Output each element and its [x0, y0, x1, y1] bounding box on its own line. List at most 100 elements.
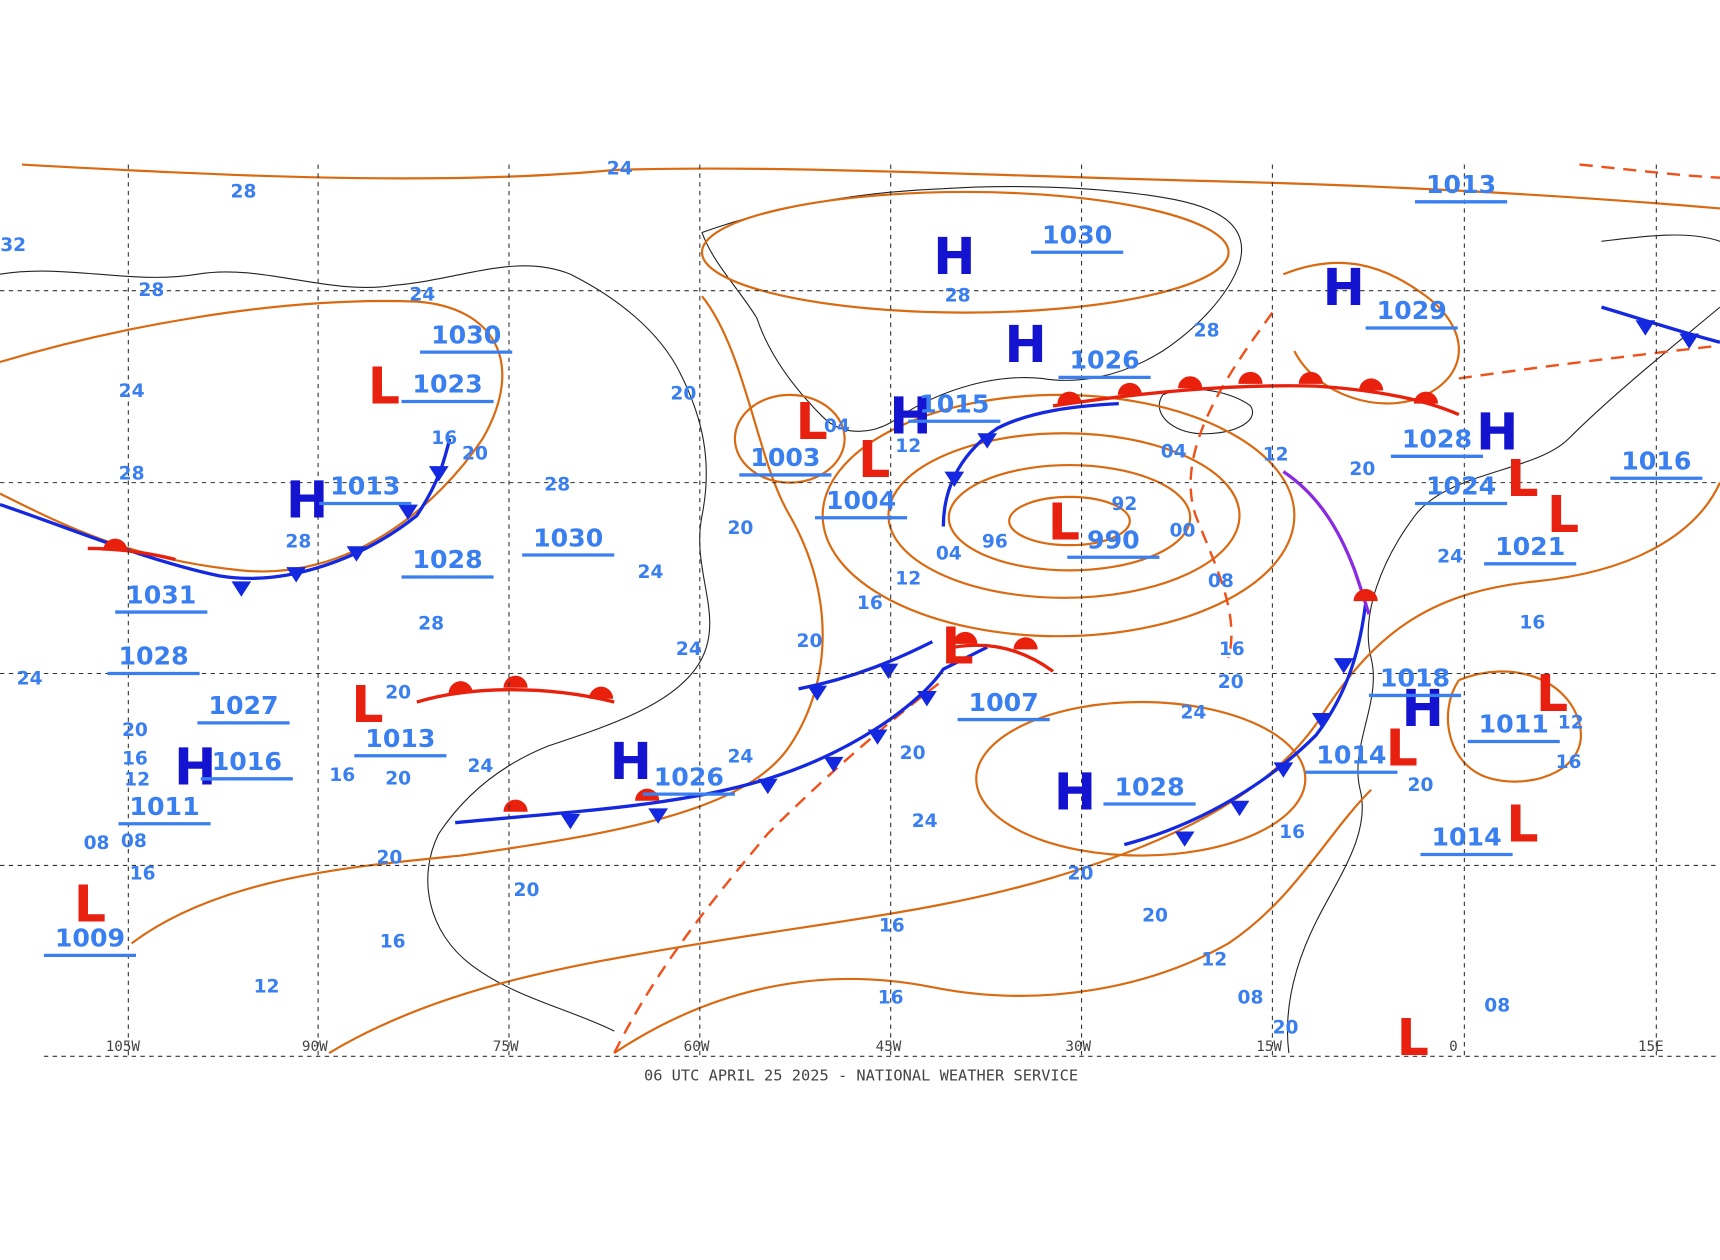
front-pip [286, 567, 307, 583]
isobar-label: 16 [1279, 822, 1305, 843]
high-symbol: H [933, 227, 975, 286]
low-symbol: L [1397, 1008, 1429, 1067]
isobar-label: 24 [676, 639, 702, 660]
isobar [1282, 261, 1460, 405]
isobar-label: 08 [1484, 995, 1510, 1016]
pressure-label: 1028 [1114, 772, 1184, 801]
isobar-label: 28 [119, 463, 145, 484]
front-pip [1229, 800, 1250, 817]
isobar-label: 12 [895, 436, 921, 457]
pressure-label: 1026 [1069, 346, 1139, 375]
longitude-label: 0 [1449, 1039, 1458, 1055]
front-pip [560, 813, 581, 830]
isobar-label: 16 [878, 988, 904, 1009]
isobar-label: 20 [797, 631, 823, 652]
isobar-label: 20 [1218, 672, 1244, 693]
isobar-label: 16 [857, 593, 883, 614]
longitude-label: 90W [302, 1039, 328, 1055]
isobar-label: 20 [385, 683, 411, 704]
front-pip [1057, 391, 1082, 404]
isobar [130, 295, 824, 945]
coastlines [0, 186, 1720, 1054]
isobar-label: 12 [254, 977, 280, 998]
isobar [328, 482, 1720, 1054]
cold-front [455, 645, 988, 825]
front-pip [757, 778, 778, 795]
front-pip [807, 685, 828, 701]
low-symbol: L [351, 675, 383, 734]
isobar-label: 16 [380, 932, 406, 953]
front-pip [1359, 378, 1384, 391]
pressure-label: 1028 [412, 545, 482, 574]
isobar-label: 28 [544, 474, 570, 495]
low-symbol: L [942, 617, 974, 676]
isobar-label: 96 [982, 531, 1008, 552]
cold-front [1601, 305, 1720, 344]
low-symbol: L [1536, 664, 1568, 723]
pressure-label: 1018 [1380, 664, 1450, 693]
low-symbol: L [796, 392, 828, 451]
cold-front [941, 402, 1119, 527]
isobar-label: 00 [1169, 520, 1195, 541]
isobar-label: 24 [1180, 702, 1206, 723]
isobar-label: 16 [122, 749, 148, 770]
isobar-label: 24 [17, 668, 43, 689]
warm-front [416, 688, 615, 704]
isobar-label: 28 [231, 181, 257, 202]
isobar-label: 12 [124, 769, 150, 790]
isobars [0, 163, 1720, 1054]
front-pip [1298, 371, 1323, 384]
front-pip [944, 471, 965, 488]
longitude-label: 15E [1638, 1039, 1664, 1055]
cold-front [0, 438, 452, 580]
isobar-label: 08 [121, 831, 147, 852]
pressure-label: 1014 [1316, 740, 1386, 769]
pressure-label: 1013 [365, 724, 435, 753]
isobar-label: 20 [376, 847, 402, 868]
isobar-label: 24 [119, 381, 145, 402]
isobar-label: 16 [1219, 639, 1245, 660]
low-symbol: L [74, 874, 106, 933]
longitude-label: 75W [493, 1039, 519, 1055]
pressure-label: 1030 [1042, 221, 1112, 250]
low-symbol: L [1506, 794, 1538, 853]
pressure-label: 1013 [1426, 170, 1496, 199]
front-pip [1174, 831, 1195, 847]
isobar-label: 08 [84, 833, 110, 854]
lat-lon-grid [0, 164, 1720, 1057]
trough [613, 679, 945, 1054]
isobar-label: 20 [385, 768, 411, 789]
pressure-label: 990 [1087, 525, 1140, 554]
pressure-label: 1003 [750, 443, 820, 472]
front-pip [1333, 658, 1354, 674]
front-pip [1353, 589, 1378, 602]
pressure-label: 1030 [533, 523, 603, 552]
isobar-label: 16 [879, 915, 905, 936]
isobar [1008, 495, 1131, 547]
high-symbol: H [889, 386, 931, 445]
front-pip [231, 581, 252, 597]
isobar-label: 04 [824, 416, 850, 437]
isobar-label: 24 [409, 285, 435, 306]
high-symbol: H [1054, 763, 1096, 822]
isobar-label: 12 [895, 569, 921, 590]
pressure-label: 1023 [412, 370, 482, 399]
greenland-coast [701, 186, 1242, 432]
isobar-label: 24 [607, 158, 633, 179]
isobar [821, 393, 1296, 638]
isobar-label: 28 [138, 280, 164, 301]
isobar [975, 700, 1307, 857]
trough [1458, 163, 1720, 380]
isobar-label: 20 [900, 743, 926, 764]
isobar-label: 20 [1142, 905, 1168, 926]
isobar-label: 24 [1437, 547, 1463, 568]
iceland-coast [1158, 388, 1254, 435]
warm-front [1052, 384, 1460, 417]
pressure-label: 1007 [969, 688, 1039, 717]
isobar-label: 20 [1273, 1017, 1299, 1038]
isobar-label: 16 [1556, 752, 1582, 773]
pressure-label: 1026 [654, 762, 724, 791]
cold-front [1123, 603, 1368, 847]
